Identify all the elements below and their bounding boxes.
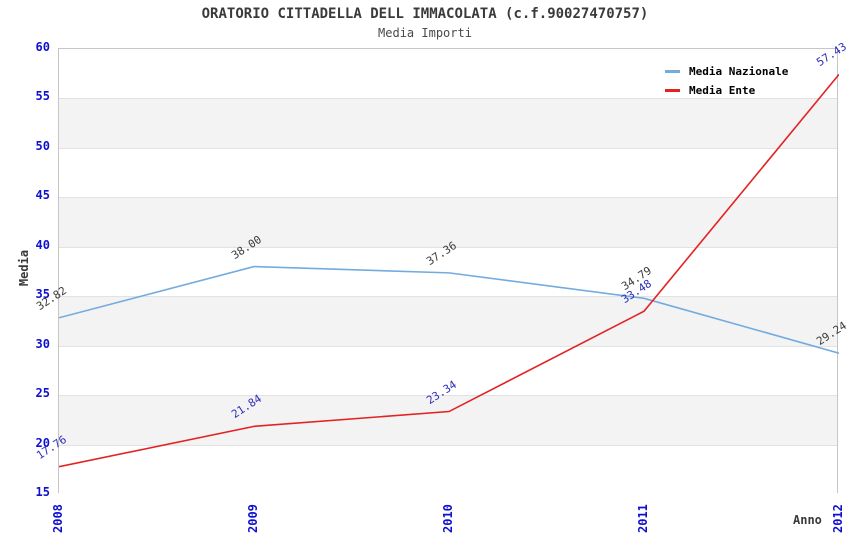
legend-label: Media Nazionale — [689, 65, 789, 78]
background-band — [59, 98, 837, 148]
y-tick-label: 50 — [35, 138, 50, 153]
page-title: ORATORIO CITTADELLA DELL IMMACOLATA (c.f… — [201, 6, 649, 22]
legend-item: Media Nazionale — [665, 62, 788, 81]
y-tick-label: 20 — [35, 435, 50, 450]
background-band — [59, 444, 837, 494]
y-tick-label: 30 — [35, 336, 50, 351]
line-chart-svg — [59, 73, 839, 468]
x-tick-label: 2010 — [441, 504, 455, 533]
y-tick-label: 45 — [35, 188, 50, 203]
background-band — [59, 345, 837, 396]
y-tick-label: 15 — [35, 485, 50, 499]
background-band — [59, 49, 837, 99]
background-band — [59, 197, 837, 247]
gridline — [59, 296, 837, 298]
chart-subtitle: Media Importi — [378, 26, 472, 40]
y-tick-label: 25 — [35, 386, 50, 401]
media-nazionale-line-marker — [665, 70, 680, 73]
gridline — [59, 147, 837, 149]
x-tick-label: 2008 — [51, 504, 65, 533]
gridline — [59, 197, 837, 199]
x-axis-title: Anno — [793, 513, 822, 527]
plot-area — [58, 48, 839, 494]
background-band — [59, 147, 837, 198]
background-band — [59, 395, 837, 445]
gridline — [59, 444, 837, 446]
series-line-0 — [59, 265, 839, 354]
y-tick-label: 40 — [35, 237, 50, 252]
gridline — [59, 345, 837, 347]
x-tick-label: 2009 — [246, 504, 260, 533]
gridline — [59, 395, 837, 397]
y-axis-title: Media — [17, 249, 31, 287]
x-tick-label: 2012 — [831, 504, 845, 533]
background-band — [59, 296, 837, 346]
media-ente-line-marker — [665, 89, 680, 92]
background-band — [59, 246, 837, 297]
x-tick-label: 2011 — [636, 504, 650, 533]
legend: Media Nazionale Media Ente — [665, 62, 788, 100]
y-tick-label: 35 — [35, 287, 50, 302]
gridline — [59, 98, 837, 100]
y-tick-label: 60 — [35, 40, 50, 54]
legend-label: Media Ente — [689, 84, 756, 97]
series-line-1 — [59, 73, 839, 468]
gridline — [59, 246, 837, 248]
legend-item: Media Ente — [665, 81, 788, 100]
y-tick-label: 55 — [35, 89, 50, 104]
